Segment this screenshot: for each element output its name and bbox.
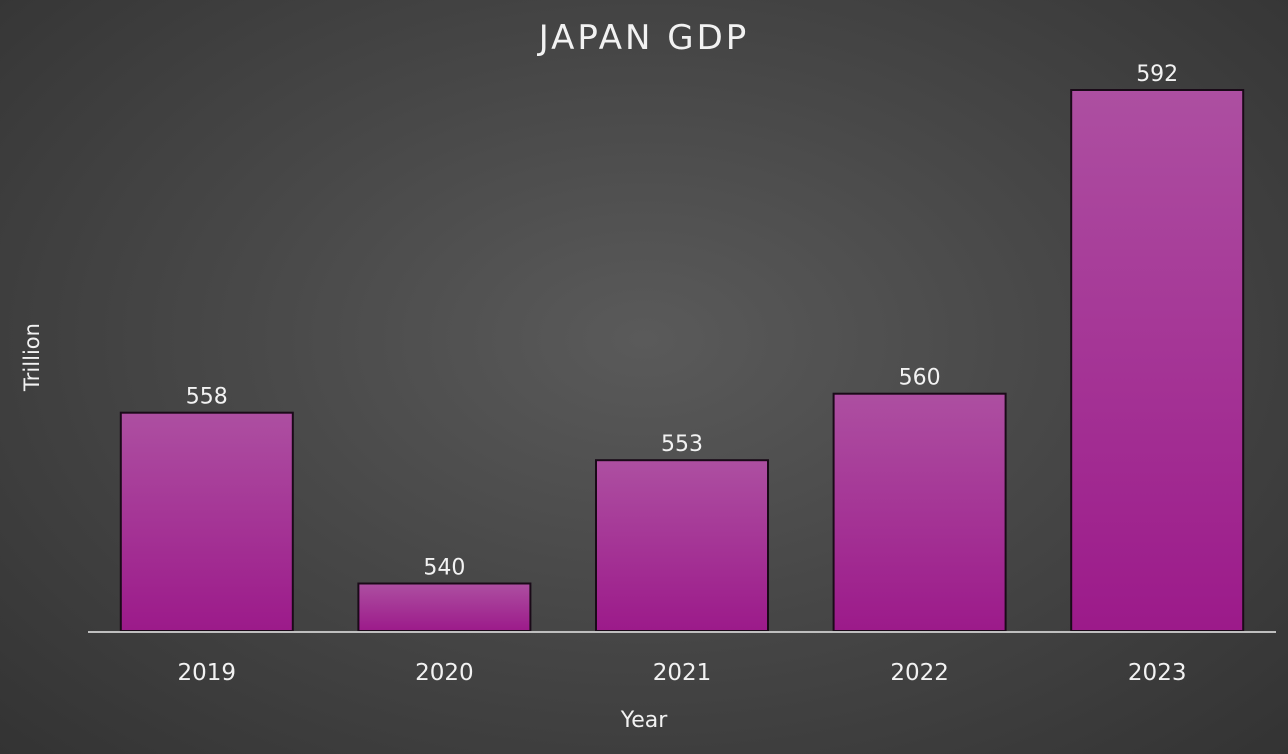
data-labels-group: 558 540 553 560 592	[186, 62, 1178, 581]
bar-2021	[595, 459, 769, 633]
data-label-2022: 560	[899, 366, 941, 391]
data-label-2021: 553	[661, 432, 703, 457]
bar-2023	[1070, 89, 1245, 632]
x-tick-labels-group: 2019 2020 2021 2022 2023	[178, 660, 1187, 686]
chart-title: JAPAN GDP	[538, 18, 750, 58]
bars-group	[119, 89, 1245, 633]
x-tick-label-2020: 2020	[415, 660, 474, 686]
bar-2020	[357, 582, 532, 632]
data-label-2023: 592	[1136, 62, 1178, 87]
x-tick-label-2023: 2023	[1128, 660, 1187, 686]
data-label-2019: 558	[186, 385, 228, 410]
x-tick-label-2021: 2021	[653, 660, 712, 686]
bar-2019	[119, 411, 294, 633]
x-axis-label: Year	[620, 708, 668, 733]
bar-2022	[832, 392, 1007, 633]
x-tick-label-2022: 2022	[890, 660, 949, 686]
data-label-2020: 540	[423, 556, 465, 581]
x-tick-label-2019: 2019	[178, 660, 237, 686]
